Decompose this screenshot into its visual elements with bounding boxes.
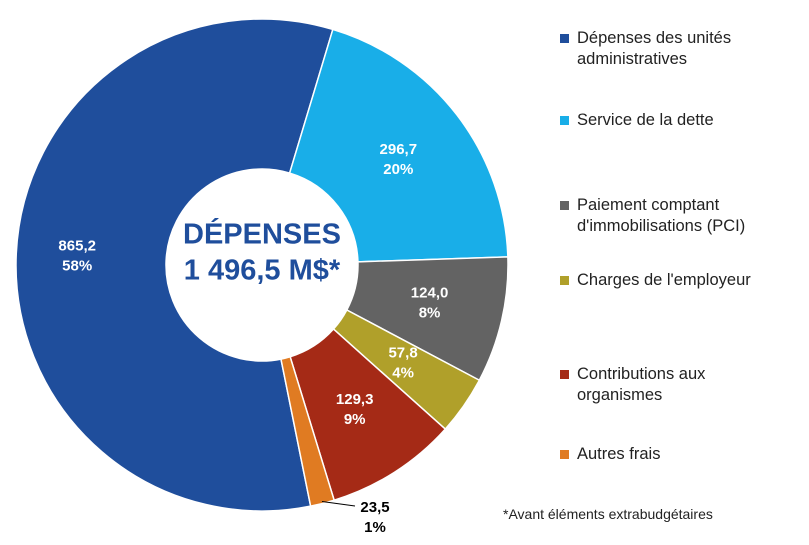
legend-label: Autres frais: [577, 445, 661, 463]
center-subtitle: 1 496,5 M$*: [184, 255, 341, 287]
value-label: 296,7: [380, 141, 418, 158]
value-label: 129,3: [336, 391, 374, 408]
donut-slice: [15, 18, 334, 512]
legend-swatch: [560, 276, 569, 285]
leader-line: [321, 501, 356, 507]
legend-label: Service de la dette: [577, 111, 714, 129]
value-label: 124,0: [411, 285, 449, 302]
legend-label: Paiement comptant d'immobilisations (PCI…: [577, 196, 746, 235]
legend-swatch: [560, 370, 569, 379]
legend-item: Service de la dette: [560, 110, 788, 131]
center-title: DÉPENSES: [183, 217, 341, 251]
legend-item: Dépenses des unités administratives: [560, 28, 788, 70]
legend-item: Paiement comptant d'immobilisations (PCI…: [560, 195, 788, 237]
legend-label: Dépenses des unités administratives: [577, 29, 732, 68]
donut-slice: [288, 28, 509, 263]
percentage-label: 1%: [364, 519, 386, 536]
percentage-label: 8%: [419, 305, 441, 322]
legend-swatch: [560, 450, 569, 459]
legend-item: Autres frais: [560, 444, 788, 465]
value-label: 865,2: [58, 237, 96, 254]
legend-swatch: [560, 116, 569, 125]
legend-item: Charges de l'employeur: [560, 270, 788, 291]
percentage-label: 9%: [344, 411, 366, 428]
legend-label: Contributions aux organismes: [577, 365, 706, 404]
percentage-label: 58%: [62, 257, 92, 274]
legend-swatch: [560, 34, 569, 43]
legend-item: Contributions aux organismes: [560, 364, 788, 406]
footnote: *Avant éléments extrabudgétaires: [503, 506, 713, 522]
percentage-label: 4%: [392, 364, 414, 381]
legend-swatch: [560, 201, 569, 210]
legend-label: Charges de l'employeur: [577, 271, 751, 289]
value-label: 57,8: [388, 344, 417, 361]
percentage-label: 20%: [383, 161, 413, 178]
value-label: 23,5: [360, 499, 389, 516]
